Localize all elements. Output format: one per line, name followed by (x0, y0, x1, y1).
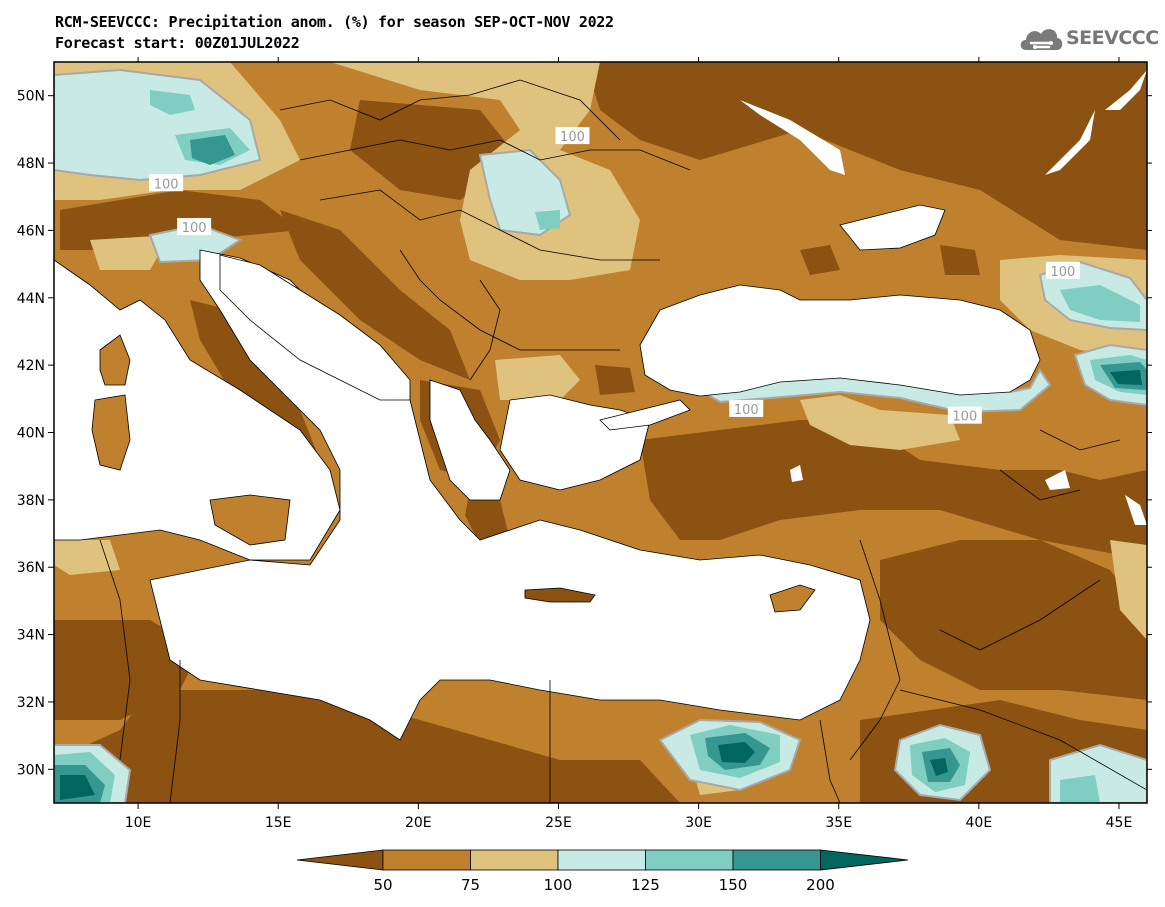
contour-label: 100 (182, 221, 207, 236)
colorbar: 50 75 100 125 150 200 (296, 849, 909, 894)
colorbar-label: 75 (461, 876, 480, 894)
contour-label-box (947, 406, 982, 424)
extreme-wet-regions (60, 370, 1142, 800)
y-tick-label: 42N (17, 358, 45, 374)
colorbar-bin-100-125 (557, 849, 646, 871)
colorbar-arrow-high (820, 849, 909, 871)
colorbar-label: 100 (544, 876, 573, 894)
colorbar-label: 125 (631, 876, 660, 894)
colorbar-label: 200 (806, 876, 835, 894)
y-tick-label: 34N (17, 628, 45, 644)
y-tick-label: 32N (17, 695, 45, 711)
x-tick-label: 20E (405, 815, 432, 831)
white-gaps (740, 70, 1147, 525)
x-tick-label: 35E (825, 815, 852, 831)
islands (91, 334, 816, 613)
x-tick-label: 45E (1106, 815, 1133, 831)
colorbar-bin-50-75 (382, 849, 471, 871)
x-tick-label: 25E (545, 815, 572, 831)
x-tick-label: 40E (966, 815, 993, 831)
contour-label: 100 (1051, 265, 1076, 280)
latitude-axis: 50N 48N 46N 44N 42N 40N 38N 36N 34N 32N 30N (17, 89, 1152, 778)
colorbar-arrow-low (296, 849, 384, 871)
adriatic-sea (219, 254, 411, 401)
contour-label-box (555, 127, 590, 145)
longitude-axis: 10E 15E 20E 25E 30E 35E 40E 45E (125, 57, 1133, 831)
contour-labels: 100 100 100 100 100 100 (149, 127, 1080, 425)
x-tick-label: 30E (685, 815, 712, 831)
y-tick-label: 30N (17, 762, 45, 778)
colorbar-bin-75-100 (470, 849, 559, 871)
y-tick-label: 48N (17, 156, 45, 172)
y-tick-label: 38N (17, 493, 45, 509)
contour-label: 100 (734, 403, 759, 418)
colorbar-label: 150 (719, 876, 748, 894)
x-tick-label: 10E (125, 815, 152, 831)
logo-text: SEEVCCC (1066, 27, 1159, 49)
cloud-logo-icon (1020, 29, 1063, 50)
contour-label: 100 (560, 130, 585, 145)
contour-label-box (149, 174, 184, 192)
map-title: RCM-SEEVCCC: Precipitation anom. (%) for… (55, 13, 614, 31)
y-tick-label: 36N (17, 560, 45, 576)
contour-label-box (1045, 261, 1080, 279)
y-tick-label: 46N (17, 223, 45, 239)
contour-label: 100 (952, 410, 977, 425)
contour-label-box (729, 399, 764, 417)
country-borders (99, 79, 1147, 803)
contour-label-box (177, 218, 212, 236)
y-tick-label: 44N (17, 291, 45, 307)
forecast-start-label: Forecast start: 00Z01JUL2022 (55, 34, 300, 52)
contour-label: 100 (154, 177, 179, 192)
y-tick-label: 50N (17, 89, 45, 105)
colorbar-bin-150-200 (732, 849, 821, 871)
x-tick-label: 15E (265, 815, 292, 831)
colorbar-label: 50 (373, 876, 392, 894)
colorbar-bin-125-150 (645, 849, 734, 871)
y-tick-label: 40N (17, 426, 45, 442)
seevccc-logo: SEEVCCC (1018, 22, 1159, 54)
